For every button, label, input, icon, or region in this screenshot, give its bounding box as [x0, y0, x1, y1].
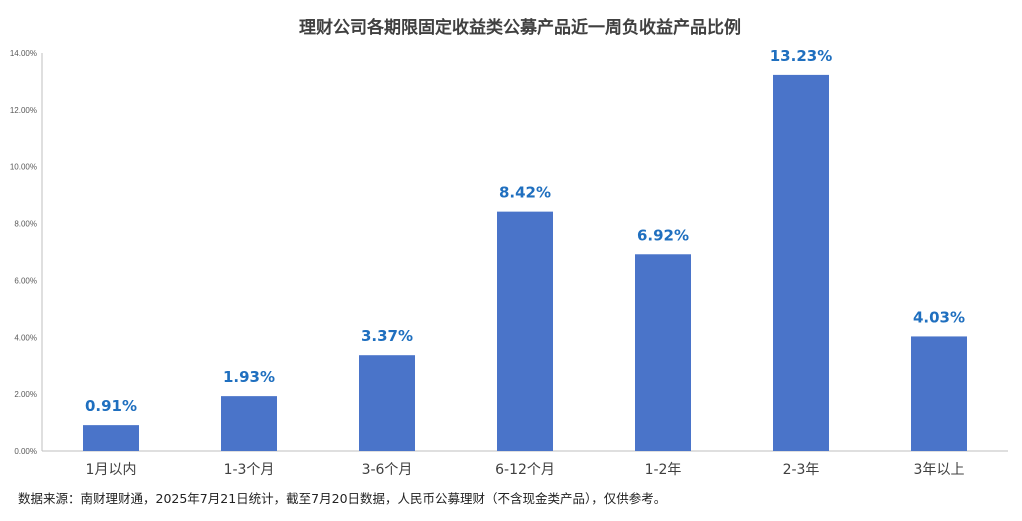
x-axis-ticks: 1月以内 1-3个月 3-6个月 6-12个月 1-2年 2-3年 3年以上	[86, 462, 965, 478]
bar	[773, 74, 829, 451]
y-tick-label: 2.00%	[14, 390, 37, 399]
y-tick-label: 10.00%	[10, 163, 37, 172]
y-tick-label: 6.00%	[14, 276, 37, 285]
bar	[497, 211, 553, 451]
x-tick-label: 1月以内	[86, 462, 137, 478]
bars-group	[83, 74, 967, 451]
bar-value-label: 6.92%	[637, 226, 689, 244]
y-tick-label: 14.00%	[10, 49, 37, 58]
x-tick-label: 6-12个月	[495, 462, 555, 478]
y-tick-label: 0.00%	[14, 447, 37, 456]
bar-value-label: 13.23%	[770, 47, 832, 65]
data-labels-group: 0.91% 1.93% 3.37% 8.42% 6.92% 13.23% 4.03%	[85, 47, 965, 415]
x-tick-label: 3年以上	[914, 462, 965, 478]
bar	[911, 336, 967, 451]
bar	[83, 425, 139, 451]
source-footnote: 数据来源：南财理财通，2025年7月21日统计，截至7月20日数据，人民币公募理…	[18, 491, 667, 506]
x-tick-label: 1-3个月	[224, 462, 275, 478]
bar	[359, 355, 415, 451]
bar	[221, 396, 277, 451]
bar-value-label: 1.93%	[223, 368, 275, 386]
bar	[635, 254, 691, 451]
chart-title: 理财公司各期限固定收益类公募产品近一周负收益产品比例	[299, 17, 741, 38]
bar-value-label: 4.03%	[913, 308, 965, 326]
y-tick-label: 8.00%	[14, 220, 37, 229]
bar-value-label: 3.37%	[361, 327, 413, 345]
bar-value-label: 0.91%	[85, 397, 137, 415]
bar-value-label: 8.42%	[499, 184, 551, 202]
x-tick-label: 2-3年	[783, 462, 820, 478]
y-tick-label: 4.00%	[14, 333, 37, 342]
x-tick-label: 3-6个月	[362, 462, 413, 478]
y-axis-ticks: 0.00% 2.00% 4.00% 6.00% 8.00% 10.00% 12.00% 14.…	[10, 49, 37, 456]
x-tick-label: 1-2年	[645, 462, 682, 478]
y-tick-label: 12.00%	[10, 106, 37, 115]
